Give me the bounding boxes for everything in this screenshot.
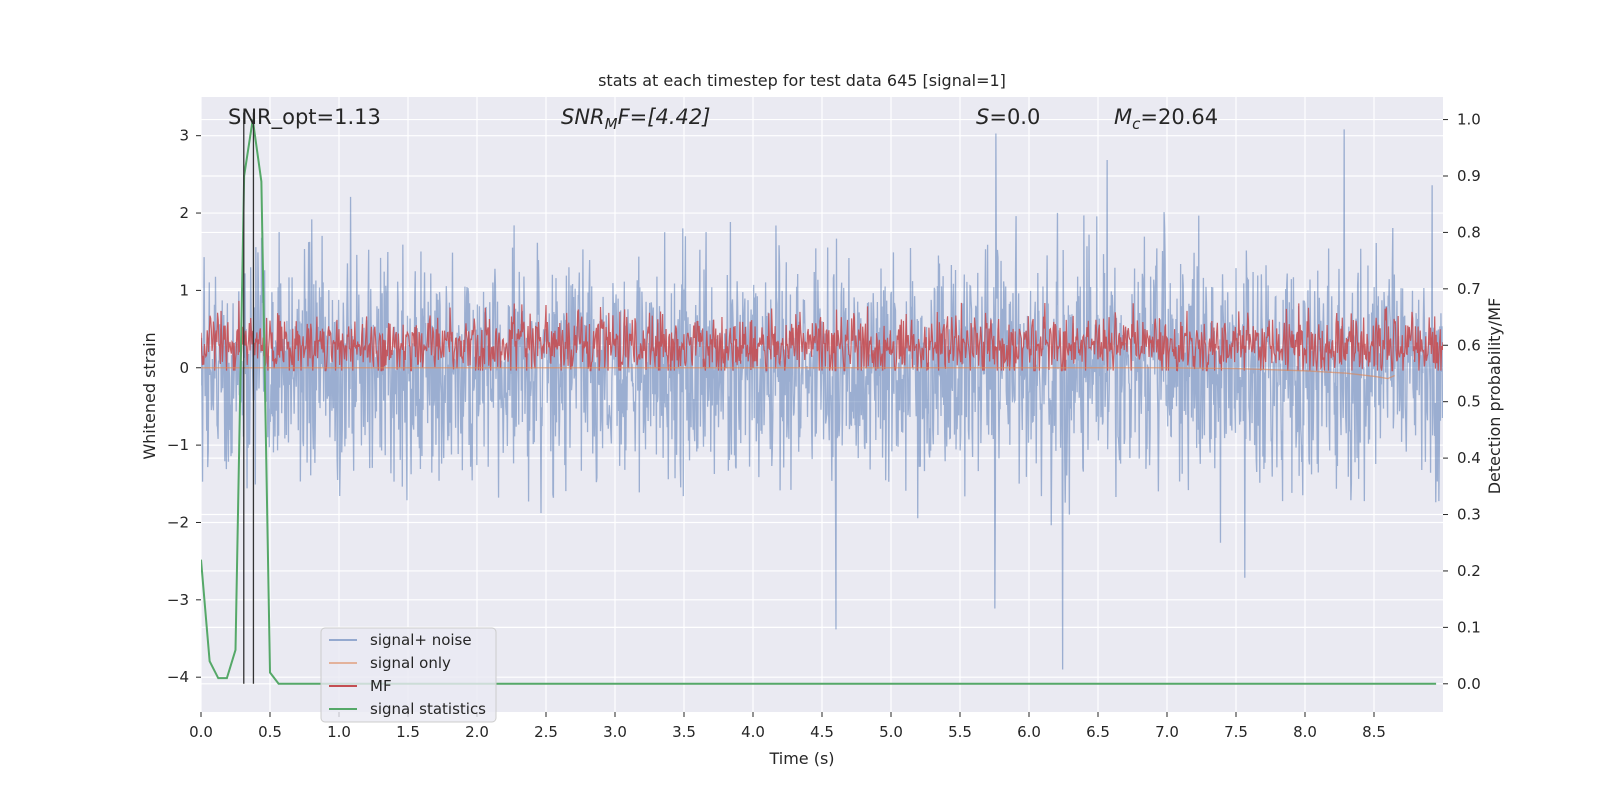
x-axis-label: Time (s) — [768, 749, 834, 768]
y-right-tick-label: 0.8 — [1457, 223, 1481, 241]
series-signal-statistics — [201, 119, 1437, 685]
legend-label: MF — [370, 677, 392, 695]
y-right-tick-label: 0.2 — [1457, 562, 1481, 580]
x-tick-label: 3.0 — [603, 723, 627, 741]
y-right-tick-label: 0.6 — [1457, 336, 1481, 354]
chart-title: stats at each timestep for test data 645… — [598, 71, 1006, 90]
x-tick-label: 3.5 — [672, 723, 696, 741]
y-axis-label: Whitened strain — [140, 332, 159, 459]
x-tick-label: 2.5 — [534, 723, 558, 741]
annotation-mc: Mc=20.64 — [1114, 105, 1218, 133]
annotation-snr-opt: SNR_opt=1.13 — [228, 105, 381, 130]
annotation-snr-mf: SNRMF=[4.42] — [561, 105, 710, 133]
y-right-tick-label: 0.9 — [1457, 167, 1481, 185]
x-tick-label: 7.5 — [1224, 723, 1248, 741]
x-tick-label: 5.5 — [948, 723, 972, 741]
x-tick-label: 5.0 — [879, 723, 903, 741]
series-signal-only — [201, 367, 1395, 380]
y-right-tick-label: 0.1 — [1457, 618, 1481, 636]
x-tick-label: 1.5 — [396, 723, 420, 741]
y-tick-label: −1 — [167, 436, 189, 454]
y-tick-label: 2 — [179, 204, 189, 222]
x-tick-label: 4.0 — [741, 723, 765, 741]
x-tick-label: 0.0 — [189, 723, 213, 741]
x-tick-label: 7.0 — [1155, 723, 1179, 741]
y-axis-label-right: Detection probability/MF — [1485, 298, 1504, 495]
y-right-tick-label: 1.0 — [1457, 111, 1481, 129]
y-tick-label: −2 — [167, 513, 189, 531]
y-right-tick-label: 0.0 — [1457, 675, 1481, 693]
legend-item: signal+ noise — [329, 631, 472, 649]
y-right-tick-label: 0.4 — [1457, 449, 1481, 467]
legend-label: signal only — [370, 654, 451, 672]
y-right-tick-label: 0.3 — [1457, 506, 1481, 524]
x-tick-label: 1.0 — [327, 723, 351, 741]
x-tick-label: 8.5 — [1362, 723, 1386, 741]
y-tick-label: −3 — [167, 591, 189, 609]
x-tick-label: 4.5 — [810, 723, 834, 741]
series-signal-noise — [201, 129, 1443, 670]
y-tick-label: 3 — [179, 127, 189, 145]
legend-box — [320, 627, 497, 723]
x-tick-label: 8.0 — [1293, 723, 1317, 741]
x-tick-label: 6.0 — [1017, 723, 1041, 741]
legend-item: signal only — [329, 654, 451, 672]
y-right-tick-label: 0.7 — [1457, 280, 1481, 298]
y-tick-label: 1 — [179, 281, 189, 299]
legend: signal+ noise signal only MF signal stat… — [320, 627, 497, 723]
vertical-markers — [243, 112, 255, 684]
x-tick-label: 6.5 — [1086, 723, 1110, 741]
y-ticks-right: 1.0 0.9 0.8 0.7 0.6 0.5 0.4 0.3 0.2 0.1 0.0 — [1443, 111, 1481, 693]
legend-label: signal statistics — [370, 700, 486, 718]
legend-item: signal statistics — [329, 700, 486, 718]
y-right-tick-label: 0.5 — [1457, 393, 1481, 411]
x-tick-label: 2.0 — [465, 723, 489, 741]
series-layer — [201, 119, 1443, 685]
y-ticks-left: 3 2 1 0 −1 −2 −3 −4 — [167, 127, 201, 686]
x-ticks: 0.0 0.5 1.0 1.5 2.0 2.5 3.0 3.5 4.0 4.5 5.0 5.5 6.0 6… — [189, 712, 1386, 741]
y-tick-label: −4 — [167, 668, 189, 686]
x-tick-label: 0.5 — [258, 723, 282, 741]
annotation-s: S=0.0 — [976, 105, 1040, 129]
series-mf — [201, 300, 1443, 372]
legend-label: signal+ noise — [370, 631, 472, 649]
y-tick-label: 0 — [179, 359, 189, 377]
legend-item: MF — [329, 677, 392, 695]
